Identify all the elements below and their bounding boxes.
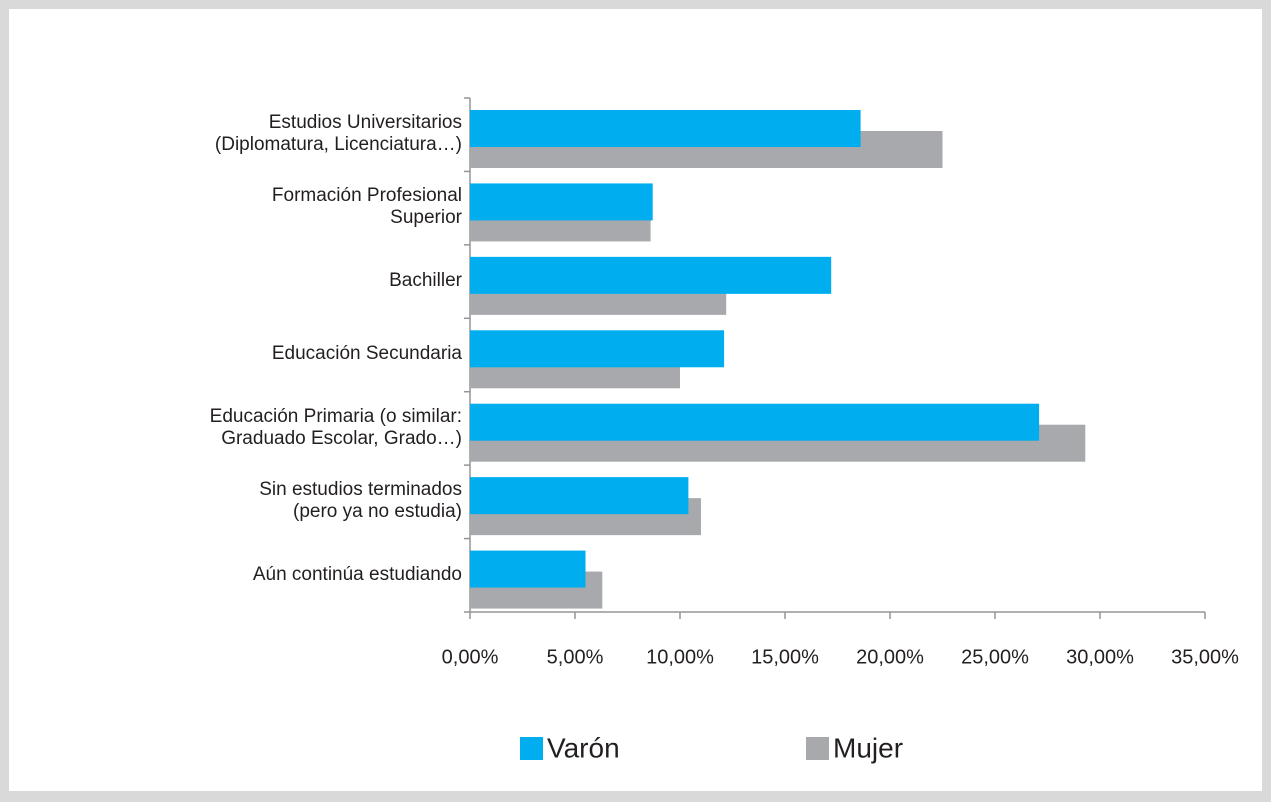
- legend-swatch: [806, 737, 829, 760]
- bar: [470, 110, 861, 147]
- bar: [470, 403, 1040, 441]
- x-tick-label: 0,00%: [442, 646, 499, 668]
- bar: [470, 183, 653, 221]
- y-tick-label: Educación Secundaria: [271, 343, 462, 365]
- bar: [470, 477, 689, 515]
- x-tick-label: 20,00%: [856, 646, 924, 668]
- x-tick-label: 30,00%: [1066, 646, 1134, 668]
- x-tick-label: 35,00%: [1171, 646, 1239, 668]
- y-tick-label: Estudios Universitarios (Diplomatura, Li…: [214, 112, 462, 155]
- y-tick-label: Aún continúa estudiando: [252, 563, 462, 585]
- y-tick-label: Bachiller: [389, 269, 462, 291]
- bar: [470, 330, 725, 368]
- legend-label: Mujer: [833, 732, 903, 763]
- y-tick-label: Formación Profesional Superior: [271, 185, 462, 229]
- y-tick-label: Educación Primaria (o similar: Graduado …: [209, 405, 462, 449]
- bar: [470, 550, 586, 588]
- x-tick-label: 25,00%: [961, 646, 1029, 668]
- x-tick-label: 5,00%: [547, 646, 604, 668]
- x-tick-label: 15,00%: [751, 646, 819, 668]
- legend-swatch: [520, 737, 543, 760]
- bar: [470, 256, 832, 294]
- x-tick-label: 10,00%: [646, 646, 714, 668]
- legend-label: Varón: [547, 732, 620, 763]
- y-tick-label: Sin estudios terminados (pero ya no estu…: [259, 479, 462, 523]
